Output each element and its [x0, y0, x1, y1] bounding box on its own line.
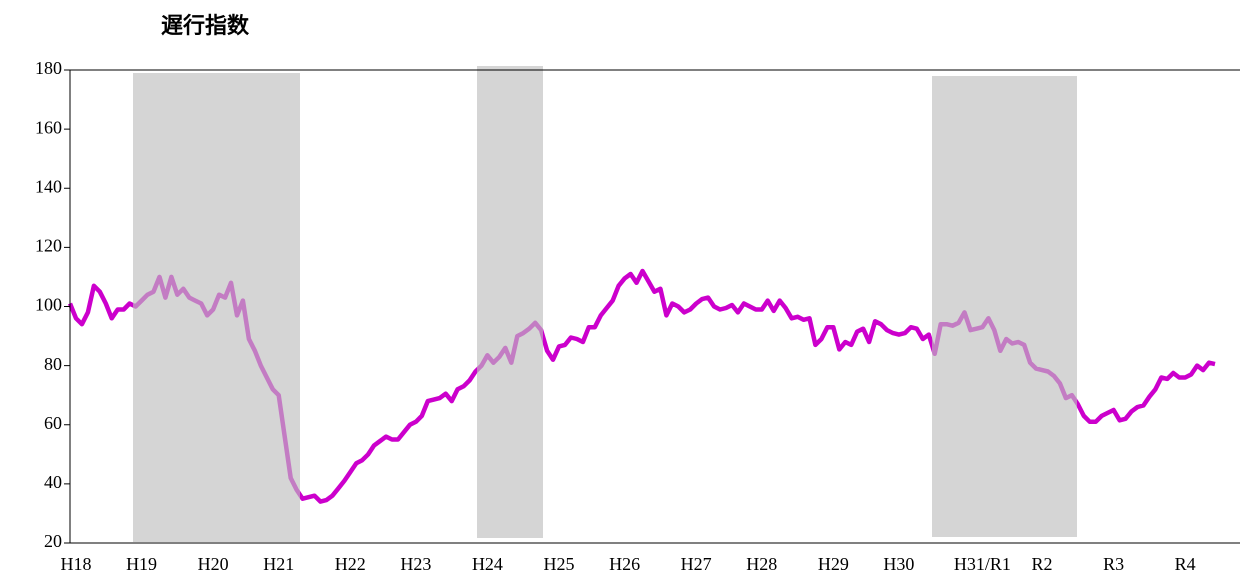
x-tick-label: H30 [883, 554, 914, 574]
x-tick-label: H18 [60, 554, 91, 574]
x-tick-label: H27 [681, 554, 712, 574]
x-tick-label: H23 [400, 554, 431, 574]
shaded-period [932, 76, 1077, 537]
x-tick-label: H31/R1 [954, 554, 1011, 574]
y-tick-label: 140 [35, 176, 62, 196]
y-tick-label: 100 [35, 295, 62, 315]
y-tick-label: 120 [35, 236, 62, 256]
x-tick-label: H25 [544, 554, 575, 574]
x-tick-label: R3 [1103, 554, 1124, 574]
x-tick-label: R4 [1175, 554, 1196, 574]
chart-title: 遅行指数 [161, 13, 250, 39]
y-tick-label: 160 [35, 117, 62, 137]
y-tick-label: 60 [44, 413, 62, 433]
x-tick-label: R2 [1032, 554, 1053, 574]
shaded-periods [133, 66, 1077, 542]
x-tick-label: H28 [746, 554, 777, 574]
x-tick-label: H20 [198, 554, 229, 574]
y-tick-label: 20 [44, 531, 62, 551]
x-tick-label: H29 [818, 554, 849, 574]
y-tick-label: 40 [44, 472, 62, 492]
shaded-period [133, 73, 300, 542]
x-tick-label: H19 [126, 554, 157, 574]
y-tick-label: 180 [35, 58, 62, 78]
x-tick-label: H21 [263, 554, 294, 574]
x-tick-label: H24 [472, 554, 503, 574]
y-tick-label: 80 [44, 354, 62, 374]
shaded-period [477, 66, 543, 538]
x-tick-label: H22 [335, 554, 366, 574]
x-tick-label: H26 [609, 554, 640, 574]
